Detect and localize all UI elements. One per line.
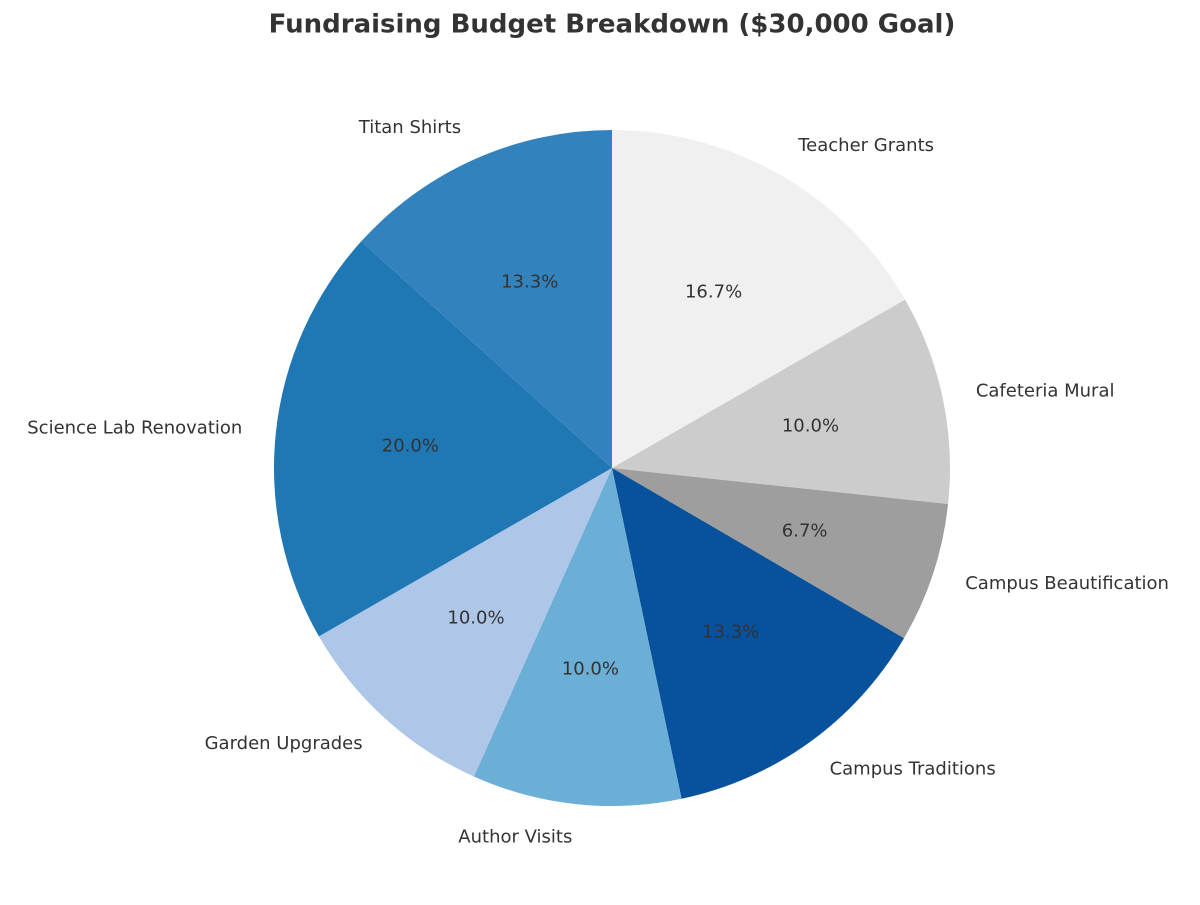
value-label: 20.0% [382,435,439,456]
slice-label: Garden Upgrades [205,733,363,754]
slice-label: Cafeteria Mural [976,380,1115,401]
slice-label: Campus Traditions [830,758,996,779]
slice-label: Science Lab Renovation [27,417,242,438]
value-label: 10.0% [782,415,839,436]
pie-slice [274,241,612,637]
slice-label: Titan Shirts [358,117,461,138]
pie-slice [361,130,612,468]
pie-slice [612,468,905,799]
slice-label: Teacher Grants [797,135,934,156]
value-label: 16.7% [685,281,742,302]
value-label: 13.3% [702,621,759,642]
chart-title: Fundraising Budget Breakdown ($30,000 Go… [269,10,956,40]
slice-label: Campus Beautification [965,573,1169,594]
value-label: 6.7% [782,520,828,541]
value-label: 13.3% [501,272,558,293]
value-label: 10.0% [562,659,619,680]
pie-slice [473,468,682,806]
pie-slice [318,468,612,777]
slice-label: Author Visits [458,827,572,848]
pie-slice [612,299,950,505]
pie-slice [612,468,949,639]
pie-slice [612,130,906,468]
value-label: 10.0% [447,607,504,628]
